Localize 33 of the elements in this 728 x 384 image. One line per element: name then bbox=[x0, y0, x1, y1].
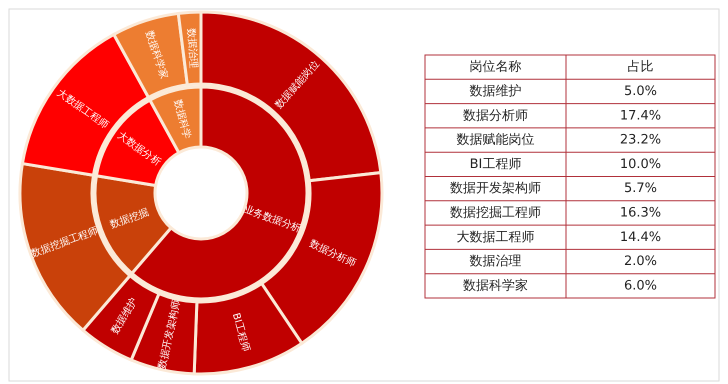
category-label: 数据分析师 bbox=[463, 108, 528, 124]
category-label: 数据开发架构师 bbox=[450, 181, 541, 196]
slice-label: 大数据分析 bbox=[115, 129, 164, 168]
slice-label: BI工程师 bbox=[230, 312, 252, 354]
slice-label: 数据挖掘工程师 bbox=[30, 224, 100, 260]
slice-label: 数据治理 bbox=[185, 28, 200, 69]
text: 2.0% bbox=[624, 254, 658, 270]
text: 占比 bbox=[628, 60, 654, 75]
text: 23.2% bbox=[620, 132, 662, 148]
text: 6.0% bbox=[624, 278, 658, 294]
slice-label: 数据分析师 bbox=[308, 238, 358, 270]
slice-label: 数据赋能岗位 bbox=[272, 58, 322, 111]
category-label: 数据治理 bbox=[470, 254, 522, 270]
text: 岗位名称 bbox=[470, 60, 522, 75]
slice-label: 数据开发架构师 bbox=[156, 299, 183, 370]
category-label: 数据科学家 bbox=[463, 277, 528, 294]
slice-label: 业务数据分析 bbox=[242, 202, 303, 235]
category-label: 数据挖掘工程师 bbox=[450, 205, 541, 220]
category-label: BI工程师 bbox=[470, 156, 522, 172]
text: 14.4% bbox=[620, 230, 662, 245]
text: 10.0% bbox=[620, 156, 662, 172]
text: 17.4% bbox=[620, 108, 662, 124]
slice-label: 数据科学家 bbox=[143, 29, 170, 81]
text: 5.7% bbox=[624, 181, 658, 196]
text: 5.0% bbox=[624, 84, 658, 99]
category-label: 数据赋能岗位 bbox=[456, 132, 534, 148]
category-label: 大数据工程师 bbox=[456, 230, 534, 245]
category-label: 数据维护 bbox=[470, 84, 522, 99]
slice-label: 数据挖掘 bbox=[108, 206, 150, 231]
slice-label: 数据维护 bbox=[108, 296, 140, 336]
slice-label: 数据科学 bbox=[172, 98, 194, 140]
slice-label: 大数据工程师 bbox=[54, 86, 111, 132]
text: 16.3% bbox=[620, 205, 662, 220]
